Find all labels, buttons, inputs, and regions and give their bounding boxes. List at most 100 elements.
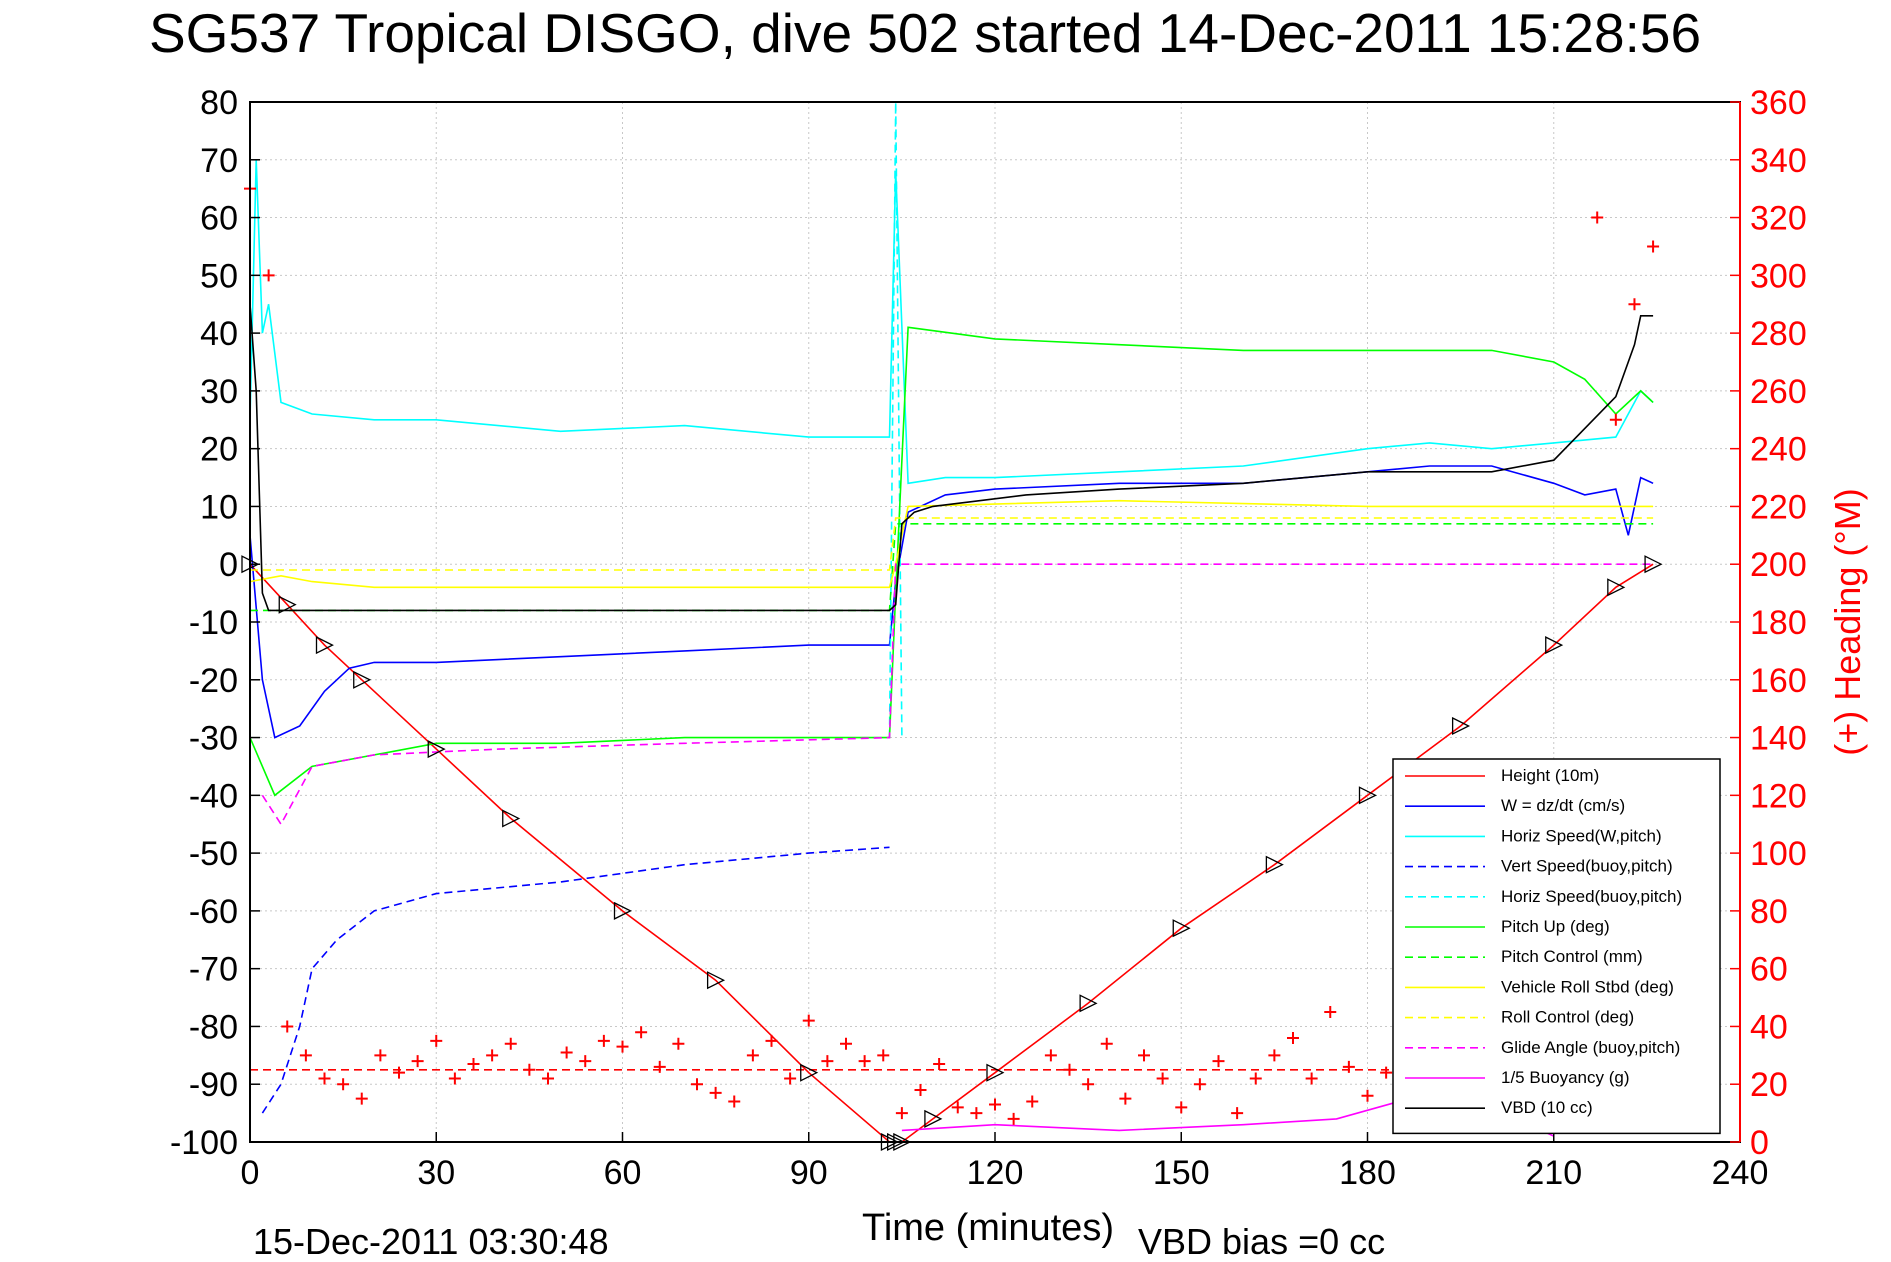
height-marker (986, 1063, 1005, 1082)
heading-point (448, 1072, 461, 1085)
series-horiz-speed-buoy-pitch (888, 101, 903, 738)
y-tick-label: -20 (189, 662, 238, 700)
heading-point (1609, 413, 1622, 426)
heading-point (1026, 1095, 1039, 1108)
y-right-tick-label: 0 (1750, 1124, 1769, 1162)
y-tick-label: 30 (200, 373, 238, 411)
heading-point (337, 1078, 350, 1091)
heading-point (430, 1034, 443, 1047)
heading-point (1361, 1089, 1374, 1102)
heading-point (504, 1037, 517, 1050)
height-marker (353, 670, 372, 689)
heading-point (1212, 1055, 1225, 1068)
y-right-tick-label: 100 (1750, 835, 1807, 873)
height-marker (1079, 994, 1098, 1013)
x-tick-label: 90 (790, 1154, 828, 1192)
legend-label: W = dz/dt (cm/s) (1501, 796, 1625, 815)
heading-point (579, 1055, 592, 1068)
y-right-tick-label: 200 (1750, 546, 1807, 584)
heading-point (262, 269, 275, 282)
height-marker (1644, 555, 1663, 574)
heading-point (653, 1060, 666, 1073)
series-pitch-up-deg (249, 326, 1654, 797)
legend-label: Roll Control (deg) (1501, 1008, 1634, 1027)
heading-point (746, 1049, 759, 1062)
height-marker (278, 595, 297, 614)
height-marker (800, 1063, 819, 1082)
legend-label: Height (10m) (1501, 766, 1599, 785)
heading-point (951, 1101, 964, 1114)
heading-point (1082, 1078, 1095, 1091)
heading-point (691, 1078, 703, 1091)
heading-point (1591, 211, 1604, 224)
heading-point (709, 1086, 722, 1099)
x-tick-label: 150 (1153, 1154, 1210, 1192)
y-right-tick-label: 40 (1750, 1008, 1788, 1046)
heading-point (1249, 1072, 1262, 1085)
legend-label: Vert Speed(buoy,pitch) (1501, 857, 1673, 876)
heading-point (1268, 1049, 1281, 1062)
right-axis-label: (+) Heading (°M) (1827, 488, 1868, 755)
x-tick-label: 240 (1712, 1154, 1769, 1192)
x-tick-label: 180 (1339, 1154, 1396, 1192)
y-right-tick-label: 300 (1750, 257, 1807, 295)
heading-point (765, 1034, 778, 1047)
heading-point (1342, 1060, 1355, 1073)
legend-label: 1/5 Buoyancy (g) (1501, 1068, 1630, 1087)
y-right-tick-label: 160 (1750, 662, 1807, 700)
height-marker (1607, 578, 1626, 597)
y-tick-label: 80 (200, 84, 238, 122)
y-right-tick-label: 240 (1750, 431, 1807, 469)
legend-label: Horiz Speed(buoy,pitch) (1501, 887, 1682, 906)
heading-point (393, 1066, 405, 1079)
heading-point (635, 1026, 648, 1039)
y-right-tick-label: 140 (1750, 720, 1807, 758)
heading-point (672, 1037, 685, 1050)
heading-point (1193, 1078, 1206, 1091)
heading-point (821, 1055, 834, 1068)
x-tick-label: 0 (241, 1154, 260, 1192)
heading-point (895, 1107, 908, 1120)
y-right-tick-label: 280 (1750, 315, 1807, 353)
y-tick-label: 40 (200, 315, 238, 353)
series-vert-speed-buoy-pitch (261, 846, 890, 1114)
y-right-tick-label: 120 (1750, 777, 1807, 815)
x-axis-label: Time (minutes) (862, 1207, 1114, 1249)
legend-label: Pitch Control (mm) (1501, 947, 1643, 966)
legend-label: VBD (10 cc) (1501, 1098, 1593, 1117)
height-marker (924, 1109, 943, 1128)
height-marker (315, 636, 334, 655)
y-tick-label: -80 (189, 1008, 238, 1046)
y-right-tick-label: 320 (1750, 200, 1807, 238)
heading-point (616, 1040, 629, 1053)
heading-point (1380, 1066, 1393, 1079)
y-right-tick-label: 260 (1750, 373, 1807, 411)
legend-box (1392, 758, 1721, 1135)
x-tick-label: 120 (967, 1154, 1024, 1192)
height-markers (241, 555, 1663, 1152)
heading-point (411, 1055, 424, 1068)
heading-point (877, 1049, 890, 1062)
end-time-label: 15-Dec-2011 03:30:48 (253, 1221, 609, 1262)
y-right-tick-label: 20 (1750, 1066, 1788, 1104)
heading-point (858, 1055, 871, 1068)
heading-point (1175, 1101, 1188, 1114)
chart-title: SG537 Tropical DISGO, dive 502 started 1… (149, 2, 1701, 64)
heading-point (1044, 1049, 1057, 1062)
series-roll-control-deg (250, 517, 1654, 571)
y-tick-label: -50 (189, 835, 238, 873)
y-tick-label: -10 (189, 604, 238, 642)
heading-point (374, 1049, 387, 1062)
y-tick-label: -40 (189, 777, 238, 815)
y-tick-label: 70 (200, 142, 238, 180)
height-marker (1451, 716, 1471, 736)
y-ticks-right: 3603403203002802602402202001801601401201… (1730, 84, 1807, 1162)
vbd-bias-label: VBD bias =0 cc (1138, 1221, 1385, 1262)
heading-point (486, 1049, 499, 1062)
y-right-tick-label: 80 (1750, 893, 1788, 931)
x-tick-label: 210 (1525, 1154, 1582, 1192)
series-vbd-10-cc (249, 304, 1654, 612)
y-tick-label: -90 (189, 1066, 238, 1104)
heading-point (597, 1034, 610, 1047)
